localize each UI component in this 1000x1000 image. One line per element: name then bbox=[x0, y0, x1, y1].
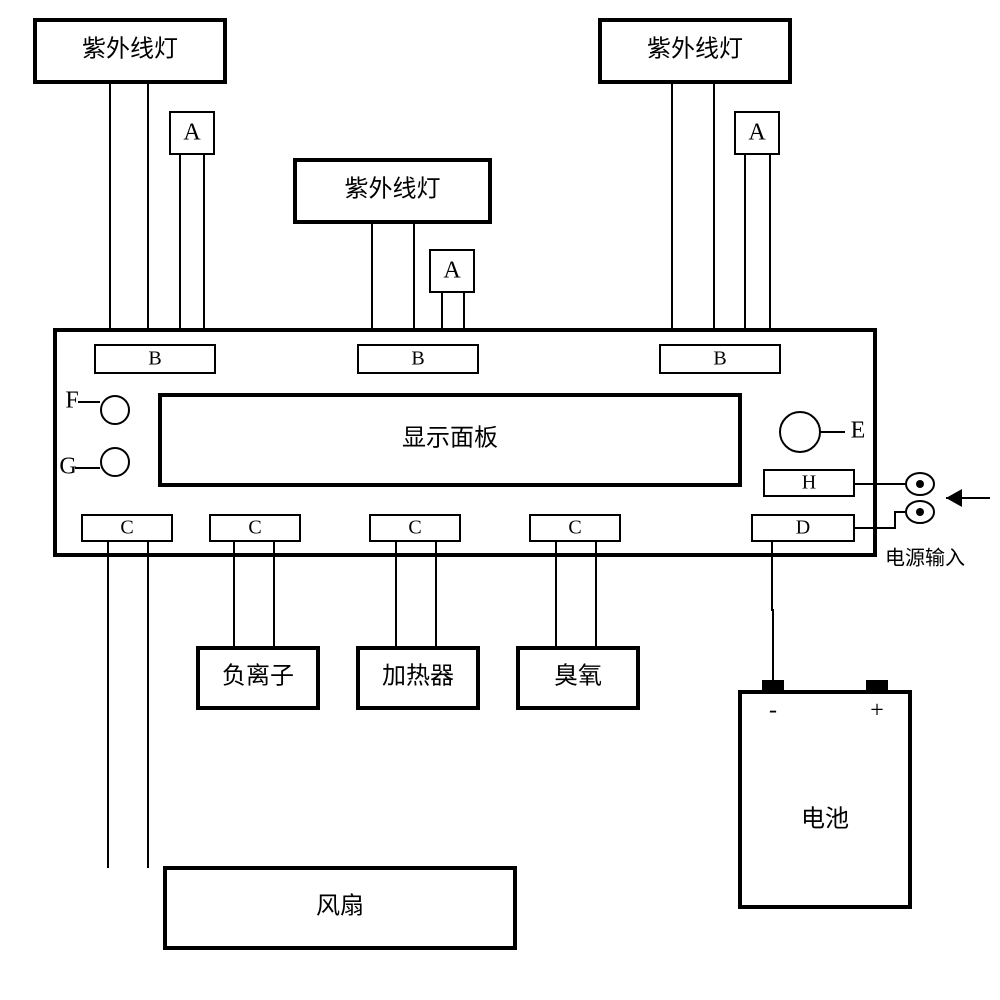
f-button bbox=[101, 396, 129, 424]
module-label: 臭氧 bbox=[554, 663, 602, 690]
e-label: E bbox=[851, 418, 866, 444]
c-label: C bbox=[408, 517, 421, 539]
a-label: A bbox=[183, 120, 201, 146]
b-label: B bbox=[411, 348, 424, 370]
module-label: 加热器 bbox=[382, 663, 454, 690]
battery-pos-sign: + bbox=[870, 698, 884, 724]
uv-lamp-label: 紫外线灯 bbox=[647, 36, 743, 63]
g-label: G bbox=[59, 454, 76, 480]
b-label: B bbox=[713, 348, 726, 370]
power-pin bbox=[916, 508, 924, 516]
c-label: C bbox=[568, 517, 581, 539]
battery-neg-terminal bbox=[762, 680, 784, 692]
battery-pos-terminal bbox=[866, 680, 888, 692]
a-label: A bbox=[748, 120, 766, 146]
battery-box bbox=[740, 692, 910, 907]
e-button bbox=[780, 412, 820, 452]
arrow-head bbox=[946, 489, 962, 507]
battery-label: 电池 bbox=[801, 806, 849, 833]
wire bbox=[772, 541, 773, 680]
g-button bbox=[101, 448, 129, 476]
display-panel-label: 显示面板 bbox=[402, 425, 498, 452]
battery-neg-sign: - bbox=[769, 698, 777, 724]
uv-lamp-label: 紫外线灯 bbox=[345, 176, 441, 203]
c-label: C bbox=[120, 517, 133, 539]
d-label: D bbox=[796, 517, 810, 539]
f-label: F bbox=[65, 388, 78, 414]
c-label: C bbox=[248, 517, 261, 539]
power-pin bbox=[916, 480, 924, 488]
b-label: B bbox=[148, 348, 161, 370]
h-label: H bbox=[802, 472, 816, 494]
power-input-label: 电源输入 bbox=[885, 547, 965, 570]
fan-label: 风扇 bbox=[316, 893, 364, 920]
uv-lamp-label: 紫外线灯 bbox=[82, 36, 178, 63]
a-label: A bbox=[443, 258, 461, 284]
module-label: 负离子 bbox=[222, 663, 294, 690]
